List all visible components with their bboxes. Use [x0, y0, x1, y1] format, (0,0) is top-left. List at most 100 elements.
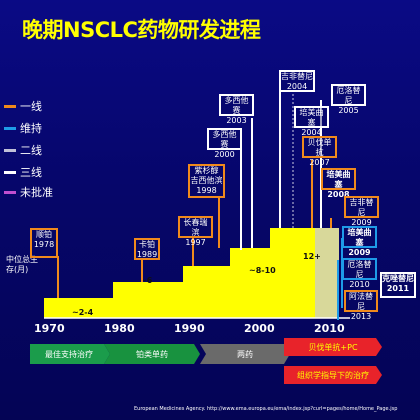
drug-year: 1989 [136, 250, 158, 259]
drug-name: 培美曲塞 [299, 108, 324, 127]
legend-label: 维持 [20, 122, 42, 135]
legend-label: 未批准 [20, 186, 53, 199]
drug-name: 贝伐单抗 [307, 138, 332, 157]
timeline-marker [57, 256, 59, 298]
drug-box-gefitinib-2009: 吉非替尼 2009 [344, 196, 379, 227]
timeline-marker [218, 196, 220, 248]
era-label-bsc: 最佳支持治疗 [45, 349, 93, 359]
drug-year: 2004 [301, 128, 322, 137]
era-arrow-platinum [104, 344, 200, 364]
timeline-marker [279, 92, 281, 228]
survival-label-3: ~8-10 [249, 266, 276, 275]
drug-year: 2010 [349, 280, 370, 289]
legend-label: 二线 [20, 144, 42, 157]
era-label-doublet: 两药 [237, 349, 253, 359]
legend-item-second-line: 二线 [4, 142, 42, 158]
drug-name: 长春瑞滨 [183, 218, 208, 237]
drug-name: 吉非替尼 [349, 198, 374, 217]
legend-swatch [4, 126, 16, 130]
legend-swatch [4, 190, 16, 194]
drug-box-pemetrexed-2004: 培美曲塞 2004 [294, 106, 329, 137]
y-axis-label: 中位总生存(月) [6, 255, 38, 274]
era-arrow-bev [284, 338, 382, 356]
timeline-marker [240, 150, 242, 250]
x-tick-2010: 2010 [314, 322, 345, 335]
drug-box-erlotinib-2010: 厄洛替尼 2010 [342, 258, 377, 289]
drug-name: 阿法替尼 [349, 292, 373, 311]
drug-box-pemetrexed-2009: 培美曲塞 2009 [342, 226, 377, 257]
drug-name: 培美曲塞 [326, 170, 351, 189]
drug-year: 2007 [309, 158, 330, 167]
era-label-bev: 贝伐单抗+PC [308, 342, 358, 352]
timeline-marker [337, 260, 339, 320]
drug-name: 顺铂 [36, 230, 52, 239]
timeline-marker [311, 160, 313, 228]
drug-box-cisplatin: 顺铂 1978 [30, 228, 58, 258]
drug-box-pemetrexed-2008: 培美曲塞 2008 [321, 168, 356, 199]
drug-name: 紫杉醇 吉西他滨 [190, 166, 223, 185]
drug-box-crizotinib-2011: 克唑替尼 2011 [380, 272, 416, 298]
survival-label-1: ~2-4 [72, 308, 94, 317]
legend-label: 三线 [20, 166, 42, 179]
drug-year: 2011 [386, 284, 410, 293]
drug-box-gefitinib-2004: 吉非替尼 2004 [279, 70, 315, 92]
page-title: 晚期NSCLC药物研发进程 [22, 18, 261, 42]
drug-year: 2009 [348, 248, 371, 257]
legend-item-maintenance: 维持 [4, 120, 42, 136]
x-tick-1970: 1970 [34, 322, 65, 335]
drug-name: 吉非替尼 [281, 72, 313, 81]
era-arrow-doublet [200, 344, 290, 364]
drug-year: 2003 [226, 116, 247, 125]
drug-year: 1998 [196, 186, 217, 195]
legend-swatch [4, 170, 16, 174]
drug-name: 厄洛替尼 [336, 86, 361, 105]
legend-label: 一线 [20, 100, 42, 113]
survival-area [44, 228, 315, 318]
drug-name: 培美曲塞 [347, 228, 372, 247]
drug-name: 多西他赛 [224, 96, 249, 115]
drug-year: 2008 [327, 190, 350, 199]
drug-year: 2009 [351, 218, 372, 227]
drug-box-afatinib-2013: 阿法替尼 2013 [344, 290, 378, 321]
drug-box-carboplatin: 卡铂 1989 [134, 238, 160, 260]
drug-name: 厄洛替尼 [347, 260, 372, 279]
footer-citation: European Medicines Agency. http://www.em… [134, 406, 398, 412]
legend-item-first-line: 一线 [4, 98, 42, 114]
timeline-marker [141, 258, 143, 282]
legend-item-third-line: 三线 [4, 164, 42, 180]
timeline-marker [320, 100, 322, 228]
x-tick-1990: 1990 [174, 322, 205, 335]
drug-box-paclitaxel-gemcitabine: 紫杉醇 吉西他滨 1998 [188, 164, 225, 198]
survival-dim-area [315, 228, 339, 318]
drug-year: 2005 [338, 106, 359, 115]
drug-year: 1997 [185, 238, 206, 247]
legend-item-not-approved: 未批准 [4, 184, 53, 200]
drug-name: 克唑替尼 [382, 274, 414, 283]
era-label-histology: 组织学指导下的治疗 [297, 370, 369, 380]
era-arrow-bsc [30, 344, 110, 364]
timeline-marker [192, 236, 194, 266]
drug-year: 1978 [33, 240, 55, 249]
era-arrow-histology [284, 366, 382, 384]
drug-name: 卡铂 [139, 240, 155, 249]
x-tick-1980: 1980 [104, 322, 135, 335]
survival-label-4: 12+ [303, 252, 321, 261]
timeline-marker [330, 218, 332, 228]
drug-box-erlotinib-2005: 厄洛替尼 2005 [331, 84, 366, 115]
drug-year: 2004 [286, 82, 308, 91]
drug-box-vinorelbine: 长春瑞滨 1997 [178, 216, 213, 247]
drug-box-docetaxel: 多西他赛 2000 [207, 128, 242, 159]
drug-name: 多西他赛 [212, 130, 237, 149]
drug-box-bevacizumab-2007: 贝伐单抗 2007 [302, 136, 337, 167]
drug-box-docetaxel-2003: 多西他赛 2003 [219, 94, 254, 125]
drug-year: 2000 [214, 150, 235, 159]
drug-year: 2013 [350, 312, 372, 321]
legend-swatch [4, 148, 16, 152]
x-tick-2000: 2000 [244, 322, 275, 335]
survival-label-2: ~6 [140, 276, 153, 285]
legend-swatch [4, 104, 16, 108]
era-label-platinum: 铂类单药 [136, 349, 168, 359]
